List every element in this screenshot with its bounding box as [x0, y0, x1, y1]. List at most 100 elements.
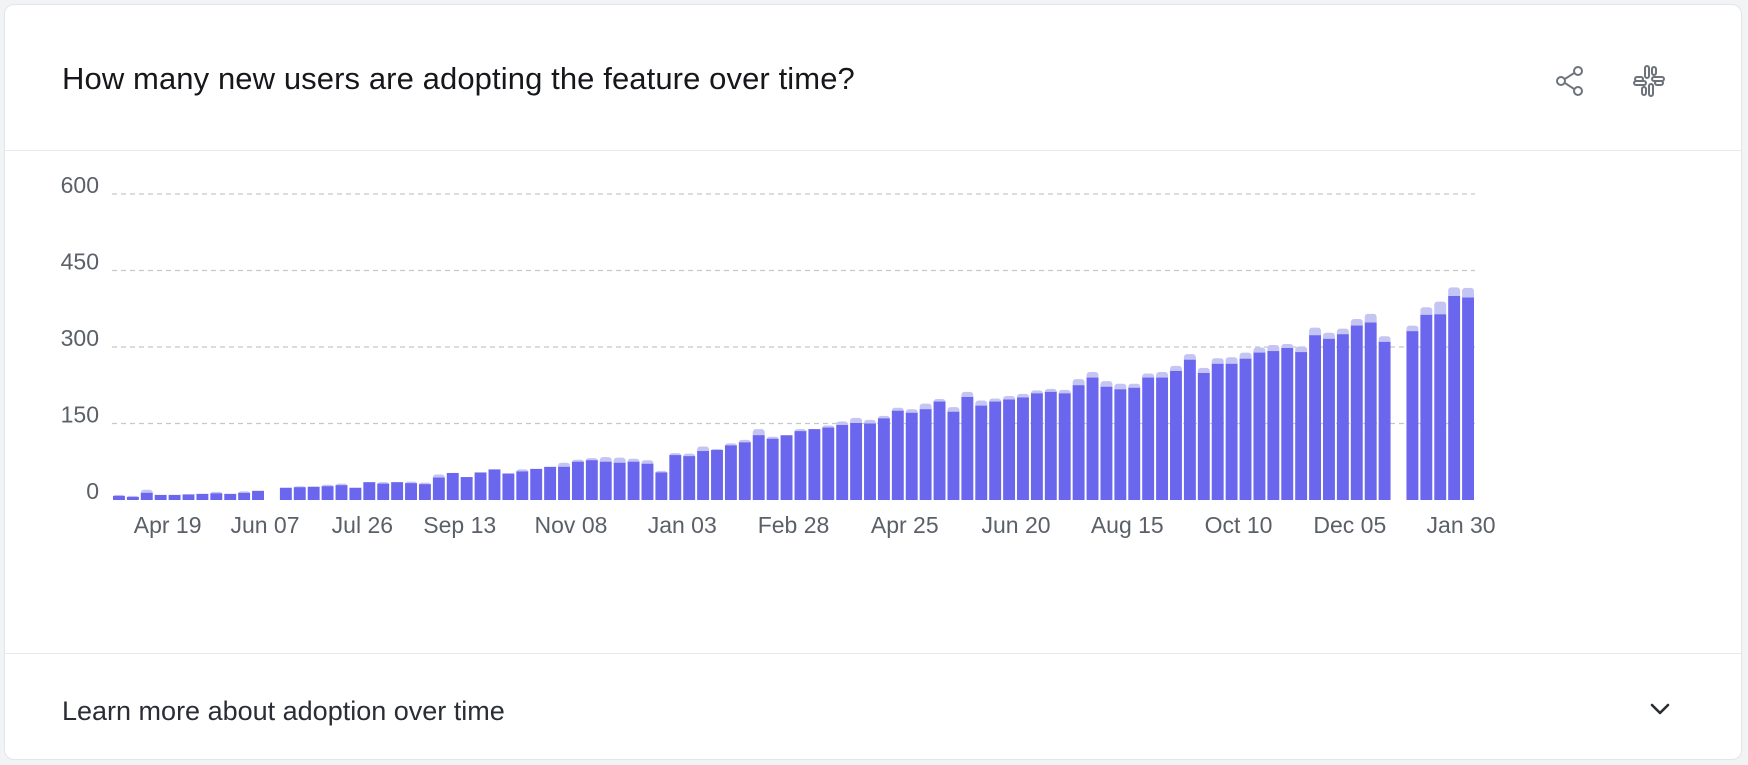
bar[interactable] [1295, 346, 1308, 500]
bar[interactable] [1378, 336, 1391, 500]
share-button[interactable] [1550, 61, 1590, 101]
bar[interactable] [1253, 347, 1266, 500]
bar[interactable] [224, 493, 237, 500]
bar[interactable] [418, 482, 431, 500]
bar[interactable] [1170, 365, 1182, 500]
bar[interactable] [1281, 343, 1294, 500]
bar[interactable] [1128, 383, 1141, 500]
slack-button[interactable] [1629, 61, 1669, 101]
bar[interactable] [571, 459, 584, 500]
bar[interactable] [877, 415, 890, 500]
bar[interactable] [460, 477, 473, 500]
bar[interactable] [1142, 373, 1155, 500]
bar[interactable] [1239, 352, 1252, 500]
bar[interactable] [1225, 357, 1238, 500]
bar[interactable] [891, 407, 904, 500]
bar[interactable] [1100, 381, 1113, 500]
bar[interactable] [1156, 371, 1169, 500]
bar[interactable] [850, 417, 863, 500]
bar[interactable] [627, 458, 640, 500]
bar[interactable] [113, 494, 125, 500]
bar[interactable] [766, 436, 779, 500]
bar[interactable] [1350, 318, 1363, 500]
bar[interactable] [126, 495, 139, 500]
bar[interactable] [738, 439, 751, 500]
bar[interactable] [363, 482, 376, 500]
expand-toggle[interactable] [1645, 694, 1675, 724]
bar[interactable] [488, 469, 501, 500]
bar[interactable] [1434, 301, 1447, 500]
bar[interactable] [1086, 371, 1099, 500]
bar[interactable] [349, 487, 362, 500]
bar[interactable] [1183, 354, 1196, 500]
bar[interactable] [669, 453, 682, 500]
bar[interactable] [1114, 383, 1127, 500]
bar[interactable] [1197, 367, 1210, 500]
bar[interactable] [1072, 379, 1085, 500]
bar[interactable] [655, 470, 668, 500]
bar[interactable] [641, 460, 654, 500]
bar[interactable] [182, 494, 195, 500]
bar[interactable] [558, 462, 570, 500]
bar[interactable] [474, 472, 487, 500]
bar[interactable] [502, 473, 515, 500]
bar[interactable] [1211, 358, 1224, 500]
bar[interactable] [530, 468, 543, 500]
bar[interactable] [613, 457, 626, 500]
bar[interactable] [794, 429, 807, 500]
bar[interactable] [544, 466, 557, 500]
bar[interactable] [446, 472, 459, 500]
bar[interactable] [432, 474, 445, 501]
bar[interactable] [321, 484, 334, 500]
bar[interactable] [808, 429, 821, 500]
bar[interactable] [1267, 344, 1280, 500]
bar[interactable] [196, 493, 209, 500]
bar[interactable] [391, 482, 404, 500]
bar[interactable] [1462, 287, 1474, 500]
bar[interactable] [307, 486, 320, 500]
bar[interactable] [1017, 393, 1029, 500]
bar[interactable] [1336, 328, 1349, 500]
bar[interactable] [335, 483, 348, 500]
bar[interactable] [1003, 395, 1016, 500]
bar[interactable] [1058, 389, 1071, 500]
bar[interactable] [697, 446, 710, 500]
bar[interactable] [210, 491, 223, 500]
bar[interactable] [377, 482, 390, 500]
bar[interactable] [683, 453, 696, 500]
bar[interactable] [933, 399, 946, 500]
bar[interactable] [752, 429, 765, 500]
bar[interactable] [168, 494, 181, 500]
bar[interactable] [724, 443, 737, 500]
bar[interactable] [989, 398, 1002, 500]
bar[interactable] [711, 449, 723, 500]
bar[interactable] [405, 481, 417, 500]
bar[interactable] [238, 491, 251, 500]
bar[interactable] [1044, 388, 1057, 500]
bar[interactable] [905, 409, 918, 500]
bar[interactable] [252, 490, 264, 500]
bar[interactable] [279, 487, 292, 500]
bar[interactable] [585, 458, 598, 500]
bar[interactable] [1420, 307, 1433, 500]
bar[interactable] [1309, 327, 1322, 500]
bar[interactable] [1030, 390, 1043, 500]
bar[interactable] [836, 421, 849, 500]
bar[interactable] [864, 419, 876, 500]
bar[interactable] [516, 469, 529, 500]
bar[interactable] [822, 425, 835, 500]
bar[interactable] [1406, 325, 1419, 500]
bar[interactable] [1364, 313, 1377, 500]
bar[interactable] [947, 407, 960, 500]
bar[interactable] [1448, 287, 1461, 500]
bar[interactable] [154, 494, 167, 500]
bar[interactable] [1323, 332, 1335, 500]
bar[interactable] [780, 435, 793, 500]
bar[interactable] [975, 400, 988, 500]
bar[interactable] [599, 457, 612, 500]
bar[interactable] [140, 489, 153, 500]
bar[interactable] [961, 391, 974, 500]
bar[interactable] [919, 403, 932, 500]
bar[interactable] [293, 486, 306, 500]
learn-more-row[interactable]: Learn more about adoption over time [5, 653, 1741, 759]
